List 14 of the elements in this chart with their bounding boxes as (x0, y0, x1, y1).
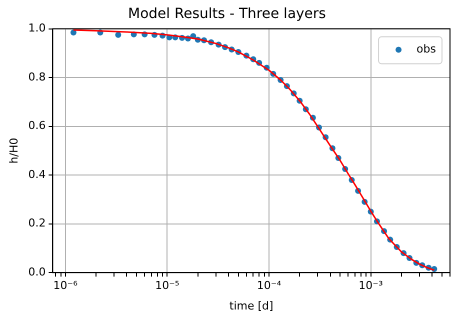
y-tick-label: 0.4 (28, 168, 46, 181)
x-tick-label: 10⁻⁶ (53, 279, 78, 292)
x-axis-title: time [d] (229, 299, 274, 312)
x-tick-label: 10⁻⁵ (155, 279, 180, 292)
chart-title: Model Results - Three layers (128, 6, 326, 22)
y-tick-label: 1.0 (28, 22, 46, 35)
legend-label: obs (416, 42, 436, 56)
y-tick-label: 0.2 (28, 216, 46, 230)
x-tick-label: 10⁻³ (358, 279, 383, 292)
y-axis-title: h/H0 (7, 138, 20, 164)
y-tick-label: 0.8 (28, 70, 46, 84)
y-tick-label: 0.0 (28, 265, 46, 278)
y-tick-label: 0.6 (28, 119, 46, 132)
x-tick-label: 10⁻⁴ (256, 279, 282, 292)
